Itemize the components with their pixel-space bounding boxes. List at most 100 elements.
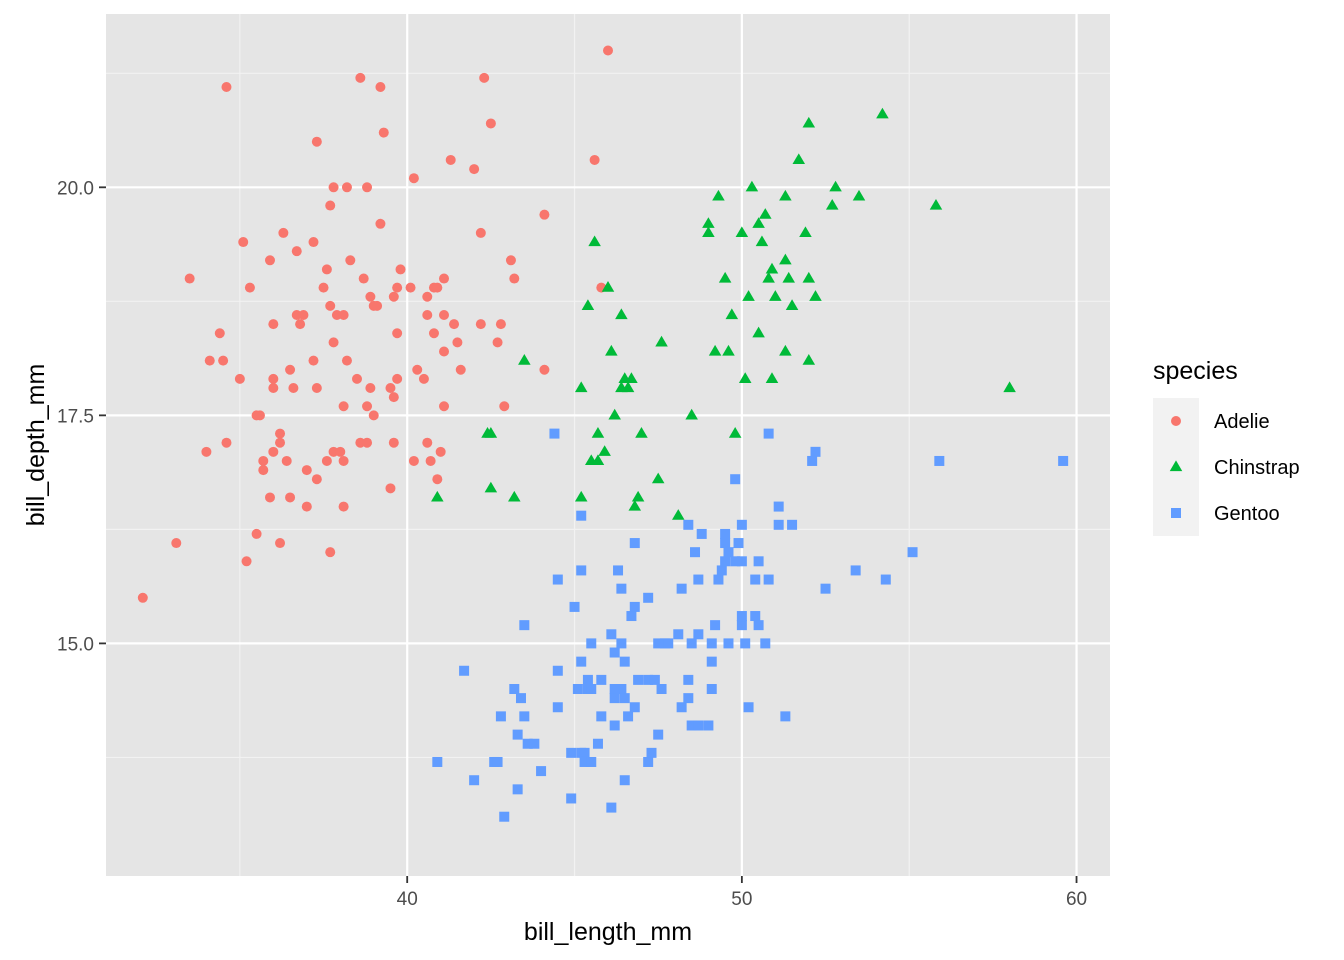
- x-axis-title: bill_length_mm: [524, 918, 692, 946]
- data-point-gentoo: [713, 574, 724, 585]
- data-point-gentoo: [807, 455, 818, 466]
- data-point-gentoo: [633, 674, 644, 685]
- data-point-gentoo: [850, 565, 861, 576]
- data-point-chinstrap: [712, 189, 725, 201]
- data-point-chinstrap: [762, 271, 775, 283]
- data-point-adelie: [338, 501, 349, 512]
- data-point-gentoo: [579, 747, 590, 758]
- data-point-gentoo: [432, 756, 443, 767]
- data-point-gentoo: [515, 693, 526, 704]
- data-point-adelie: [428, 328, 439, 339]
- data-point-adelie: [408, 173, 419, 184]
- data-point-chinstrap: [876, 107, 889, 119]
- data-point-adelie: [201, 446, 212, 457]
- data-point-gentoo: [733, 538, 744, 549]
- data-point-adelie: [258, 465, 269, 476]
- data-point-gentoo: [576, 510, 587, 521]
- data-point-adelie: [285, 492, 296, 503]
- data-point-adelie: [422, 291, 433, 302]
- data-point-gentoo: [720, 556, 731, 567]
- data-point-adelie: [452, 337, 463, 348]
- data-point-adelie: [355, 72, 366, 83]
- data-point-gentoo: [512, 784, 523, 795]
- data-point-adelie: [268, 446, 279, 457]
- data-point-adelie: [275, 428, 286, 439]
- data-point-gentoo: [820, 583, 831, 594]
- data-point-adelie: [412, 364, 423, 375]
- data-point-gentoo: [907, 547, 918, 558]
- data-point-chinstrap: [779, 253, 792, 265]
- data-point-adelie: [432, 282, 443, 293]
- data-point-gentoo: [760, 638, 771, 649]
- data-point-gentoo: [616, 684, 627, 695]
- data-point-gentoo: [683, 693, 694, 704]
- data-point-chinstrap: [431, 490, 444, 502]
- data-point-adelie: [388, 392, 399, 403]
- data-point-chinstrap: [759, 208, 772, 219]
- data-point-gentoo: [750, 611, 761, 622]
- data-point-adelie: [385, 382, 396, 393]
- data-point-chinstrap: [718, 271, 732, 283]
- data-point-chinstrap: [588, 235, 601, 247]
- data-point-adelie: [311, 474, 322, 485]
- data-point-gentoo: [629, 538, 640, 549]
- legend-items: Adelie Chinstrap Gentoo: [1153, 398, 1300, 536]
- data-point-gentoo: [710, 620, 721, 631]
- data-point-gentoo: [646, 747, 657, 758]
- data-point-gentoo: [519, 620, 530, 631]
- data-point-adelie: [422, 437, 433, 448]
- data-point-gentoo: [723, 547, 734, 558]
- data-point-gentoo: [730, 556, 741, 567]
- data-point-adelie: [321, 455, 332, 466]
- data-point-adelie: [368, 410, 379, 421]
- data-point-gentoo: [673, 629, 684, 640]
- data-point-adelie: [362, 182, 373, 193]
- data-point-gentoo: [576, 656, 587, 667]
- data-point-chinstrap: [484, 481, 498, 493]
- plot-panel: [106, 14, 1110, 876]
- data-point-chinstrap: [635, 426, 648, 438]
- data-point-gentoo: [509, 684, 520, 695]
- data-point-adelie: [352, 373, 362, 384]
- data-point-gentoo: [720, 528, 731, 539]
- data-point-adelie: [392, 328, 403, 339]
- data-point-gentoo: [495, 711, 506, 722]
- legend-key-chinstrap: [1169, 460, 1183, 472]
- data-point-gentoo: [609, 647, 620, 658]
- data-point-adelie: [485, 118, 496, 129]
- data-point-adelie: [311, 136, 322, 147]
- y-axis-title: bill_depth_mm: [22, 364, 50, 527]
- data-point-adelie: [475, 319, 486, 330]
- data-point-chinstrap: [484, 426, 498, 438]
- data-point-gentoo: [676, 702, 687, 713]
- major-gridlines: [106, 14, 1110, 876]
- data-point-adelie: [378, 127, 389, 138]
- data-point-adelie: [328, 182, 339, 193]
- data-point-gentoo: [619, 693, 630, 704]
- data-point-adelie: [171, 538, 182, 549]
- data-point-adelie: [275, 437, 286, 448]
- data-point-adelie: [335, 446, 346, 457]
- data-point-adelie: [388, 291, 399, 302]
- legend-key-adelie: [1171, 416, 1181, 426]
- data-point-chinstrap: [625, 372, 638, 383]
- data-point-chinstrap: [601, 281, 615, 292]
- data-point-chinstrap: [672, 509, 685, 520]
- data-point-chinstrap: [769, 290, 782, 301]
- data-point-adelie: [295, 319, 306, 330]
- data-point-adelie: [408, 455, 419, 466]
- data-point-gentoo: [519, 711, 530, 722]
- data-point-gentoo: [1058, 455, 1069, 466]
- data-point-adelie: [395, 264, 406, 275]
- data-point-gentoo: [529, 738, 540, 749]
- data-point-adelie: [268, 319, 279, 330]
- data-point-adelie: [264, 255, 275, 266]
- data-point-gentoo: [569, 601, 580, 612]
- data-point-adelie: [492, 337, 503, 348]
- data-point-adelie: [479, 72, 490, 83]
- legend: species Adelie Chinstrap Gentoo: [1153, 357, 1300, 536]
- data-point-chinstrap: [574, 381, 588, 393]
- data-point-gentoo: [459, 665, 470, 676]
- data-point-adelie: [425, 455, 436, 466]
- data-point-gentoo: [552, 702, 563, 713]
